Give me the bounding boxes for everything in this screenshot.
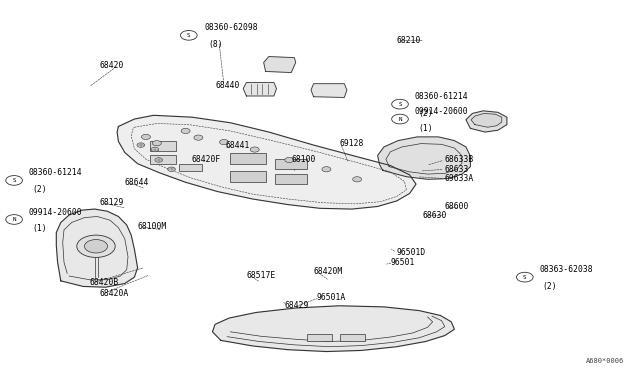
Circle shape: [194, 135, 203, 140]
Text: N: N: [12, 217, 16, 222]
Polygon shape: [179, 164, 202, 171]
Polygon shape: [275, 159, 307, 169]
Text: 68644: 68644: [125, 178, 149, 187]
Polygon shape: [56, 209, 138, 287]
Polygon shape: [230, 153, 266, 164]
Circle shape: [250, 147, 259, 152]
Polygon shape: [275, 174, 307, 184]
Text: 68420: 68420: [100, 61, 124, 70]
Circle shape: [220, 140, 228, 145]
Polygon shape: [307, 334, 332, 341]
Text: 96501A: 96501A: [317, 293, 346, 302]
Text: S: S: [398, 102, 402, 107]
Text: 69633A: 69633A: [445, 174, 474, 183]
Circle shape: [84, 240, 108, 253]
Circle shape: [181, 128, 190, 134]
Circle shape: [152, 141, 161, 146]
Text: S: S: [523, 275, 527, 280]
Text: 09914-20600: 09914-20600: [29, 208, 83, 217]
Text: 68633B: 68633B: [445, 155, 474, 164]
Text: 68633: 68633: [445, 165, 469, 174]
Polygon shape: [340, 334, 365, 341]
Circle shape: [285, 157, 294, 163]
Polygon shape: [212, 306, 454, 352]
Text: (1): (1): [32, 224, 47, 233]
Polygon shape: [311, 84, 347, 97]
Text: 68429: 68429: [285, 301, 309, 310]
Circle shape: [137, 143, 145, 147]
Text: 68420B: 68420B: [90, 278, 119, 287]
Circle shape: [322, 167, 331, 172]
Polygon shape: [243, 83, 276, 96]
Text: A680*0006: A680*0006: [586, 358, 624, 364]
Text: 68630: 68630: [422, 211, 447, 220]
Text: 68100: 68100: [291, 155, 316, 164]
Polygon shape: [230, 171, 266, 182]
Text: 08360-61214: 08360-61214: [29, 169, 83, 177]
Text: (2): (2): [418, 109, 433, 118]
Text: 68420M: 68420M: [314, 267, 343, 276]
Text: S: S: [187, 33, 191, 38]
Polygon shape: [150, 141, 176, 151]
Polygon shape: [150, 155, 176, 164]
Text: 68420F: 68420F: [192, 155, 221, 164]
Text: (2): (2): [543, 282, 557, 291]
Text: 08360-61214: 08360-61214: [415, 92, 468, 101]
Circle shape: [141, 134, 150, 140]
Text: 68210: 68210: [397, 36, 421, 45]
Circle shape: [155, 158, 163, 162]
Text: (2): (2): [32, 185, 47, 194]
Text: 68129: 68129: [99, 198, 124, 207]
Text: 08360-62098: 08360-62098: [205, 23, 259, 32]
Polygon shape: [471, 113, 502, 127]
Text: (1): (1): [418, 124, 433, 132]
Text: 68517E: 68517E: [246, 271, 276, 280]
Circle shape: [77, 235, 115, 257]
Text: 68441: 68441: [225, 141, 250, 150]
Polygon shape: [117, 115, 416, 209]
Polygon shape: [378, 137, 470, 179]
Text: 08363-62038: 08363-62038: [540, 265, 593, 274]
Polygon shape: [264, 57, 296, 73]
Circle shape: [353, 177, 362, 182]
Text: 68100M: 68100M: [138, 222, 167, 231]
Text: S: S: [12, 178, 16, 183]
Circle shape: [168, 167, 175, 171]
Text: 96501D: 96501D: [397, 248, 426, 257]
Text: N: N: [398, 116, 402, 122]
Text: 68440: 68440: [215, 81, 239, 90]
Text: 69128: 69128: [339, 139, 364, 148]
Polygon shape: [466, 111, 507, 132]
Circle shape: [151, 147, 159, 152]
Text: (8): (8): [208, 40, 223, 49]
Text: 09914-20600: 09914-20600: [415, 107, 468, 116]
Text: 68600: 68600: [445, 202, 469, 211]
Text: 68420A: 68420A: [99, 289, 129, 298]
Text: 96501: 96501: [390, 258, 415, 267]
